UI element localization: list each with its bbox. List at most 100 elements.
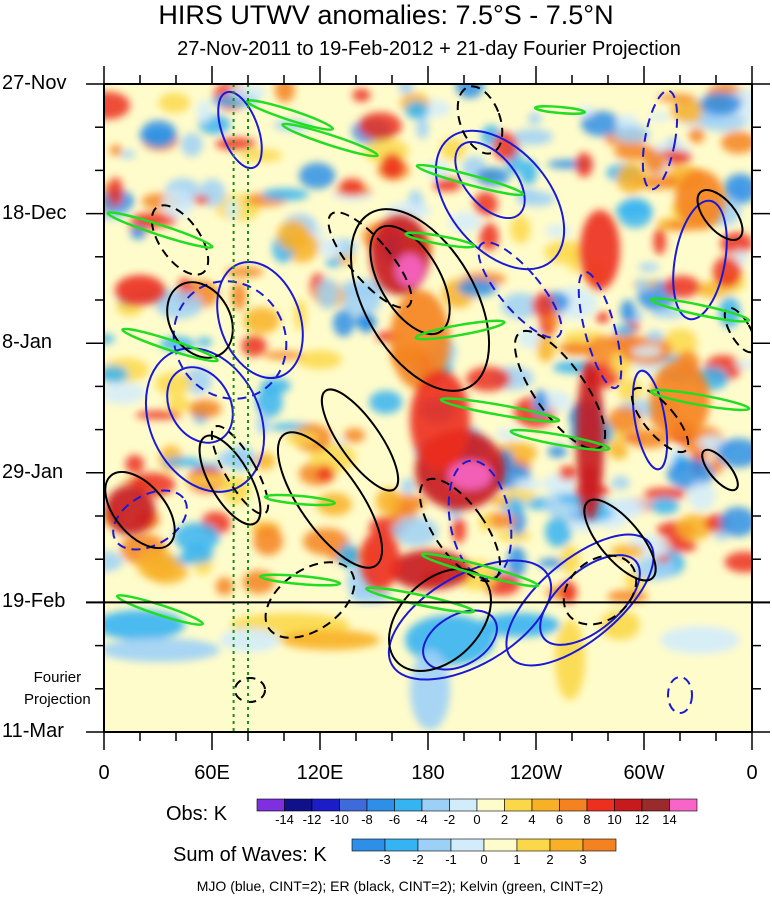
er-contour xyxy=(320,388,400,492)
field-patch xyxy=(568,248,582,273)
mjo-contour xyxy=(454,140,526,220)
field-patch xyxy=(343,428,366,443)
field-patch xyxy=(145,559,188,584)
projection-patch xyxy=(104,638,220,662)
field-patch xyxy=(558,341,592,355)
field-patch xyxy=(104,334,116,344)
field-patch xyxy=(509,508,526,536)
field-patch xyxy=(167,394,190,413)
projection-patch xyxy=(280,630,380,650)
field-patch xyxy=(162,189,195,218)
waves-colorbar-tick-label: -2 xyxy=(412,852,424,867)
field-patch xyxy=(496,530,532,542)
field-patch xyxy=(618,378,643,404)
fourier-projection-label: Fourier Projection xyxy=(24,667,91,711)
field-patch xyxy=(510,215,531,244)
field-patch xyxy=(284,430,318,445)
field-patch xyxy=(687,482,717,511)
mjo-contour xyxy=(217,90,263,170)
mjo-contour-negative xyxy=(667,676,693,714)
obs-colorbar-tick-label: 2 xyxy=(500,812,509,827)
field-patch xyxy=(405,101,429,120)
field-patch xyxy=(180,132,203,157)
field-patch xyxy=(516,188,539,199)
field-patch xyxy=(614,324,635,336)
field-patch xyxy=(215,577,234,596)
er-contour xyxy=(104,470,176,550)
field-patch xyxy=(537,334,555,363)
kelvin-contour xyxy=(364,586,476,614)
obs-colorbar-label: Obs: K xyxy=(166,803,228,825)
field-patch xyxy=(104,365,129,383)
field-patch xyxy=(225,266,264,278)
field-patch xyxy=(663,328,698,357)
mjo-contour xyxy=(422,609,498,671)
mjo-contour-negative xyxy=(112,489,188,551)
chart-title: HIRS UTWV anomalies: 7.5°S - 7.5°N xyxy=(158,0,614,30)
obs-colorbar-tick-label: 14 xyxy=(662,812,677,827)
field-patch xyxy=(558,465,578,481)
field-patch xyxy=(719,507,752,537)
field-patch xyxy=(325,258,342,268)
field-patch xyxy=(440,137,467,161)
er-contour-negative xyxy=(562,554,638,626)
mjo-contour xyxy=(434,129,566,271)
field-patch xyxy=(107,177,124,207)
waves-colorbar-tick-label: 3 xyxy=(579,852,587,867)
x-tick-label: 0 xyxy=(98,762,110,784)
field-strong-patch xyxy=(410,370,470,470)
kelvin-contour xyxy=(439,397,561,423)
field-patch xyxy=(616,163,647,194)
er-contour xyxy=(583,498,657,582)
field-patch xyxy=(620,299,636,323)
fourier-label-line1: Fourier xyxy=(33,669,82,686)
field-patch xyxy=(162,457,202,467)
field-strong-patch xyxy=(580,210,620,290)
field-patch xyxy=(196,99,212,124)
er-contour xyxy=(388,568,492,672)
anomaly-field xyxy=(104,84,752,732)
field-patch xyxy=(276,219,310,252)
field-patch xyxy=(617,197,653,228)
field-patch xyxy=(274,84,295,103)
field-strong-patch xyxy=(105,485,155,535)
field-patch xyxy=(611,475,630,490)
field-patch xyxy=(262,351,304,360)
field-patch xyxy=(724,551,752,573)
field-patch xyxy=(158,92,191,113)
field-strong-patch xyxy=(448,461,492,489)
field-patch xyxy=(560,544,580,575)
kelvin-contour xyxy=(121,327,219,363)
kelvin-contour xyxy=(420,552,540,588)
field-patch xyxy=(560,580,577,604)
field-patch xyxy=(476,167,510,186)
field-patch xyxy=(188,399,222,419)
waves-colorbar-swatch xyxy=(582,838,617,852)
field-patch xyxy=(352,88,371,102)
kelvin-contour xyxy=(649,388,751,412)
obs-colorbar-tick-label: -8 xyxy=(361,812,373,827)
field-patch xyxy=(712,256,742,289)
obs-colorbar-tick-label: -10 xyxy=(330,812,349,827)
field-patch xyxy=(644,152,666,174)
er-contour-negative xyxy=(150,204,210,276)
waves-colorbar-label: Sum of Waves: K xyxy=(173,844,327,866)
mjo-contour xyxy=(505,533,655,667)
field-patch xyxy=(653,228,667,255)
field-patch xyxy=(358,315,376,333)
field-patch xyxy=(196,337,213,347)
y-tick-label: 27-Nov xyxy=(2,72,67,94)
field-patch xyxy=(473,191,498,217)
x-tick-label: 0 xyxy=(746,762,758,784)
obs-colorbar-swatch xyxy=(531,798,560,812)
field-patch xyxy=(527,112,542,125)
field-patch xyxy=(647,112,671,122)
field-patch xyxy=(533,389,548,418)
field-patch xyxy=(416,117,429,140)
waves-colorbar-swatch xyxy=(483,838,518,852)
x-tick-label: 60W xyxy=(623,762,665,784)
field-patch xyxy=(317,239,343,257)
field-patch xyxy=(120,150,136,159)
er-contour xyxy=(696,189,744,241)
field-patch xyxy=(723,173,752,205)
